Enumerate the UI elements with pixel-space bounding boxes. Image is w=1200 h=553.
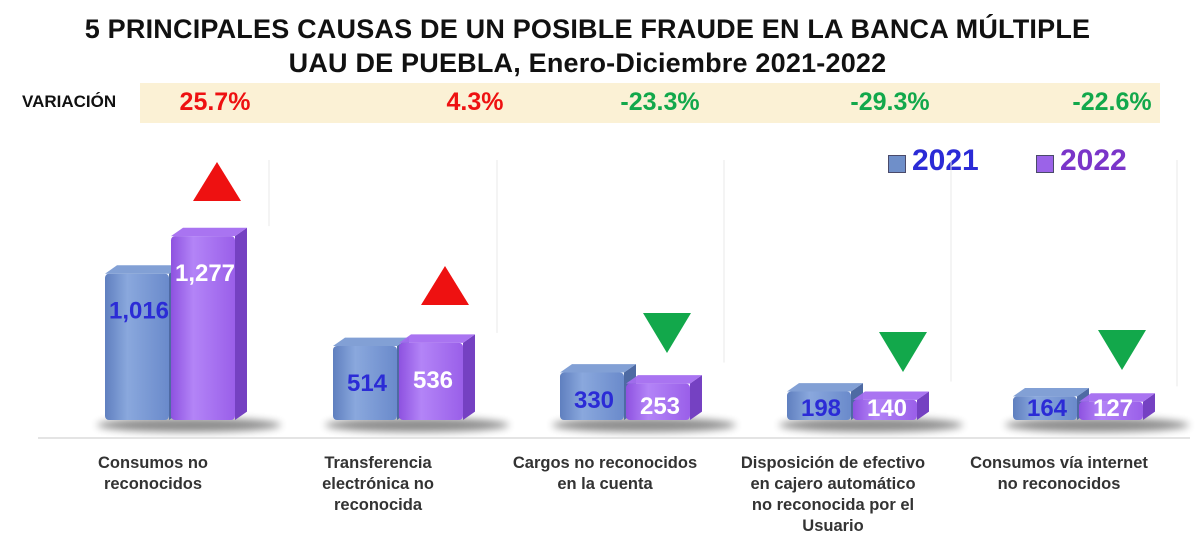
bar-side-2022-1 — [235, 227, 247, 420]
bar-value-label-2022-2: 536 — [413, 367, 453, 394]
increase-triangle-2 — [421, 266, 469, 305]
bar-value-label-2022-1: 1,277 — [175, 260, 235, 287]
variation-band — [140, 83, 1160, 123]
bar-shadow — [1005, 418, 1189, 432]
bar-shadow — [552, 418, 736, 432]
decrease-triangle-4 — [879, 332, 927, 372]
chart-title-line-2: UAU DE PUEBLA, Enero-Diciembre 2021-2022 — [288, 48, 887, 78]
bar-2021-2 — [333, 345, 397, 420]
legend-swatch-2021 — [888, 155, 906, 173]
bar-shadow — [325, 418, 509, 432]
bar-top-2022-2 — [399, 334, 475, 343]
bar-value-label-2022-3: 253 — [640, 393, 680, 420]
legend-swatch-2022 — [1036, 155, 1054, 173]
variation-value-1: 25.7% — [179, 88, 251, 116]
variation-label: VARIACIÓN — [22, 92, 117, 111]
variation-value-5: -22.6% — [1072, 88, 1152, 116]
bar-value-label-2021-2: 514 — [347, 370, 388, 397]
bar-top-2021-4 — [787, 383, 863, 392]
category-label-2: Transferencia electrónica no reconocida — [322, 454, 434, 514]
bar-top-2021-2 — [333, 337, 409, 346]
category-label-4: Disposición de efectivo en cajero automát… — [740, 454, 926, 535]
bar-2022-1 — [171, 236, 235, 420]
bar-2021-3 — [560, 372, 624, 420]
bar-shadow — [779, 418, 963, 432]
bar-value-label-2021-5: 164 — [1027, 395, 1068, 422]
bar-top-2021-3 — [560, 364, 636, 373]
bar-top-2022-3 — [626, 375, 702, 384]
bar-2021-5 — [1013, 396, 1077, 420]
bar-top-2022-1 — [171, 227, 247, 237]
decrease-triangle-5 — [1098, 330, 1146, 370]
increase-triangle-1 — [193, 162, 241, 201]
bar-shadow — [97, 418, 281, 432]
bar-2021-4 — [787, 391, 851, 420]
bar-2021-1 — [105, 273, 169, 420]
category-label-3: Cargos no reconocidos en la cuenta — [512, 454, 698, 493]
bar-top-2022-4 — [853, 391, 929, 400]
category-label-5: Consumos vía internet no reconocidos — [970, 454, 1148, 493]
legend-label-2022: 2022 — [1060, 144, 1127, 177]
bar-side-2022-4 — [917, 391, 929, 420]
variation-value-4: -29.3% — [850, 88, 930, 116]
bar-2022-4 — [853, 399, 917, 420]
variation-value-2: 4.3% — [446, 88, 504, 116]
bar-value-label-2021-1: 1,016 — [109, 298, 169, 325]
bar-value-label-2021-4: 198 — [801, 395, 841, 422]
bar-top-2022-5 — [1079, 393, 1155, 402]
bar-value-label-2022-5: 127 — [1093, 395, 1133, 422]
bar-top-2021-5 — [1013, 387, 1089, 397]
bar-2022-5 — [1079, 401, 1143, 420]
legend-label-2021: 2021 — [912, 144, 979, 177]
bar-value-label-2021-3: 330 — [574, 387, 614, 414]
bar-2022-2 — [399, 342, 463, 420]
chart-title-line-1: 5 PRINCIPALES CAUSAS DE UN POSIBLE FRAUD… — [84, 14, 1091, 44]
bar-side-2022-3 — [690, 375, 702, 420]
bar-2022-3 — [626, 383, 690, 420]
bar-side-2022-5 — [1143, 393, 1155, 420]
category-label-1: Consumos no reconocidos — [98, 454, 208, 493]
variation-value-3: -23.3% — [620, 88, 700, 116]
bar-value-label-2022-4: 140 — [867, 395, 907, 422]
bar-side-2022-2 — [463, 334, 475, 420]
bar-top-2021-1 — [105, 265, 181, 274]
decrease-triangle-3 — [643, 313, 691, 353]
